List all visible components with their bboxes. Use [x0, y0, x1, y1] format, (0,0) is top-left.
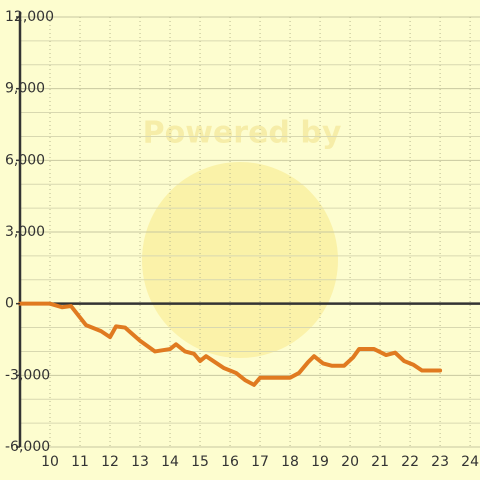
y-tick-label: 3,000	[5, 224, 45, 240]
y-tick-label: 6,000	[5, 152, 45, 168]
x-tick-label: 19	[311, 454, 329, 470]
watermark-logo	[142, 162, 338, 358]
plot	[18, 301, 443, 387]
watermark: Powered by	[142, 116, 342, 358]
grid	[18, 12, 480, 448]
data-line	[18, 301, 443, 387]
x-tick-label: 22	[401, 454, 419, 470]
labels: -6,000 -3,000 0 3,000 6,000 9,000 12,000 10 11 12…	[5, 9, 479, 470]
x-tick-label: 13	[131, 454, 149, 470]
watermark-text: Powered by	[143, 116, 342, 151]
x-tick-label: 10	[41, 454, 59, 470]
x-tick-label: 23	[431, 454, 449, 470]
x-tick-label: 11	[71, 454, 89, 470]
x-tick-label: 16	[221, 454, 239, 470]
x-tick-label: 15	[191, 454, 209, 470]
y-tick-label: 9,000	[5, 81, 45, 97]
y-tick-label: 12,000	[5, 9, 54, 25]
y-tick-label: -6,000	[5, 439, 50, 455]
x-tick-label: 14	[161, 454, 179, 470]
x-tick-label: 24	[461, 454, 479, 470]
x-tick-label: 20	[341, 454, 359, 470]
x-tick-label: 12	[101, 454, 119, 470]
x-tick-label: 18	[281, 454, 299, 470]
y-tick-label: -3,000	[5, 367, 50, 383]
x-tick-label: 21	[371, 454, 389, 470]
x-tick-label: 17	[251, 454, 269, 470]
y-tick-label: 0	[5, 296, 14, 312]
